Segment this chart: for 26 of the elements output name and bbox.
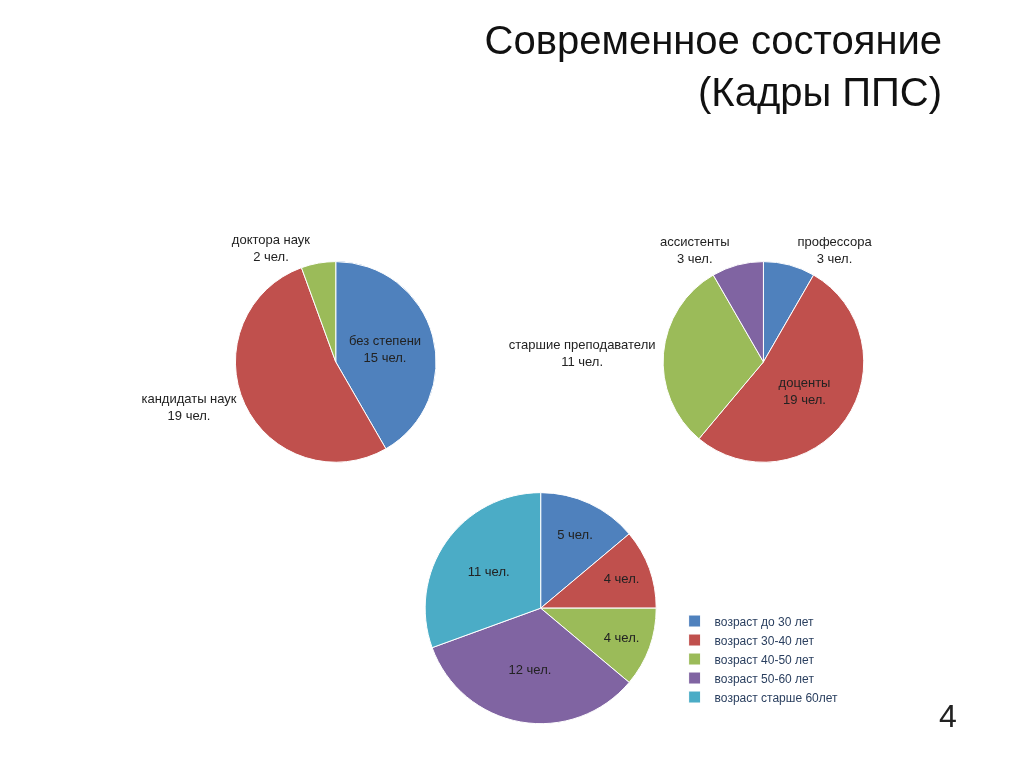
legend-label: возраст до 30 лет xyxy=(714,614,815,629)
data-label: 12 чел. xyxy=(508,661,552,677)
legend-label: возраст 40-50 лет xyxy=(714,652,815,667)
slice-label: ассистенты xyxy=(659,234,730,250)
data-label: 3 чел. xyxy=(676,251,713,267)
slice-label: кандидаты наук xyxy=(141,391,237,407)
data-label: 11 чел. xyxy=(561,354,604,370)
slice-label: старшие преподаватели xyxy=(508,337,656,353)
slice-label: профессора xyxy=(797,234,873,250)
data-label: 4 чел. xyxy=(603,630,640,646)
slice-label: доктора наук xyxy=(231,231,311,247)
text: Современное состояние (Кадры ППС) xyxy=(484,17,943,114)
legend-label: возраст старше 60лет xyxy=(714,690,839,705)
data-label: 19 чел. xyxy=(167,408,211,424)
legend-label: возраст 30-40 лет xyxy=(714,633,815,648)
data-label: 5 чел. xyxy=(557,527,593,543)
data-label: 4 чел. xyxy=(603,571,640,587)
text: 4 xyxy=(939,698,957,734)
slice-label: доценты xyxy=(778,374,831,390)
data-label: 2 чел. xyxy=(253,248,289,264)
legend-label: возраст 50-60 лет xyxy=(714,671,815,686)
slice-label: без степени xyxy=(349,332,422,348)
data-label: 11 чел. xyxy=(467,564,510,580)
data-label: 3 чел. xyxy=(816,251,853,267)
data-label: 15 чел. xyxy=(363,349,407,365)
data-label: 19 чел. xyxy=(783,391,826,407)
